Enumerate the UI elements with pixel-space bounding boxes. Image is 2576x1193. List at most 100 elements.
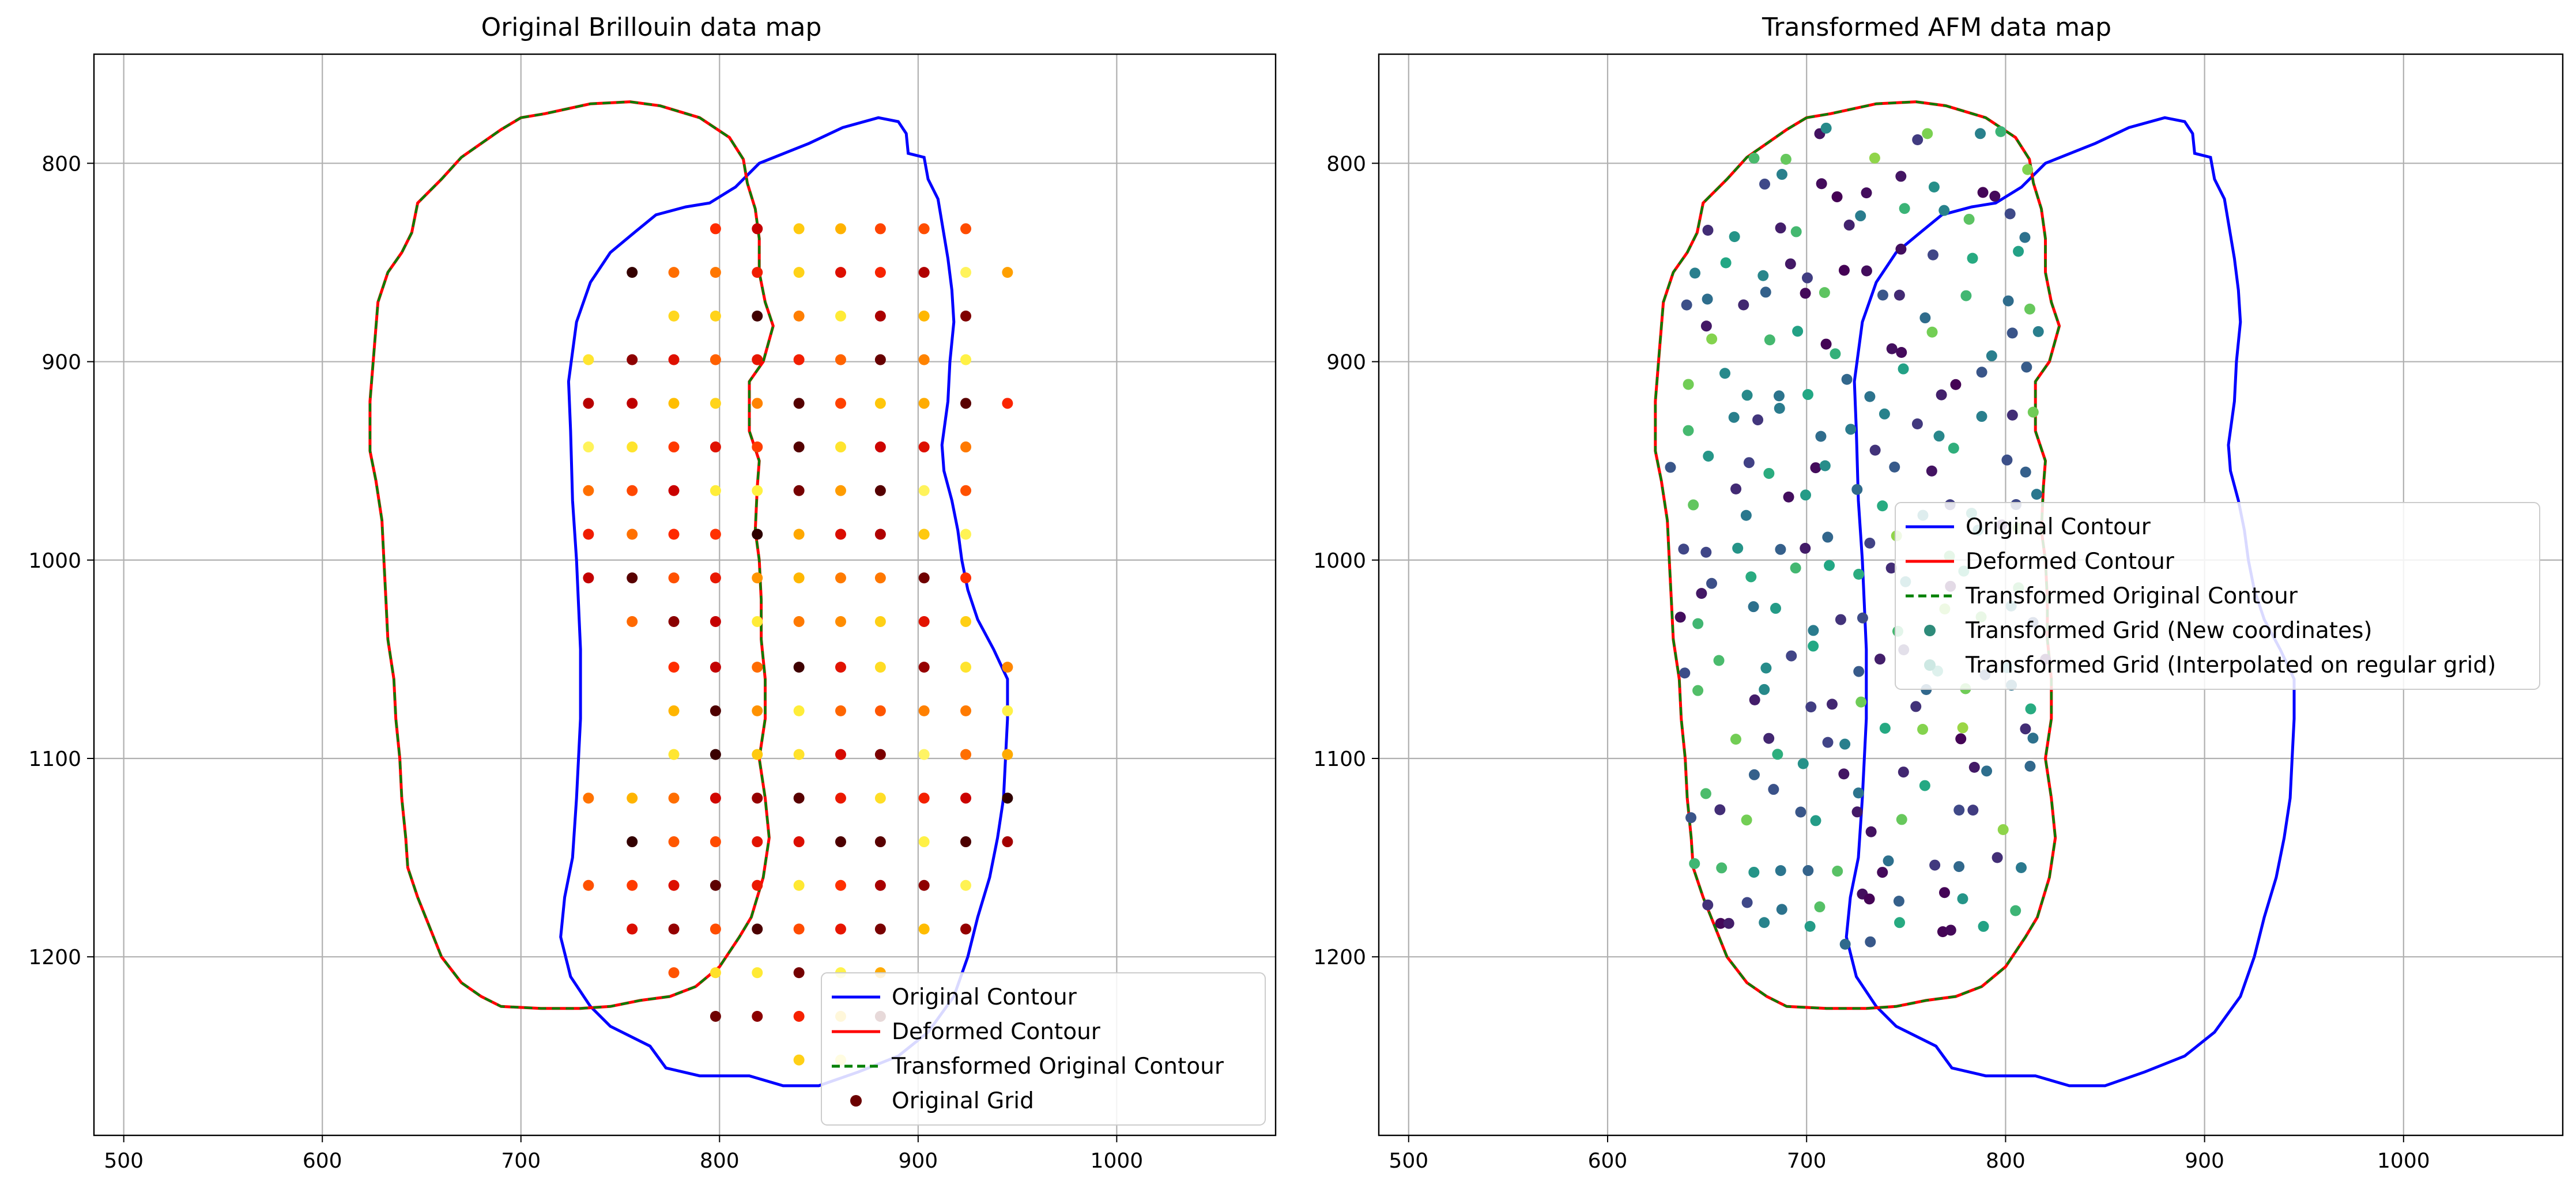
transformed-grid-point bbox=[1922, 128, 1933, 139]
original-grid-point bbox=[710, 879, 721, 891]
transformed-grid-point bbox=[1919, 780, 1930, 791]
axes-frame bbox=[1378, 53, 2564, 1137]
original-grid-point bbox=[1002, 792, 1013, 804]
original-grid-point bbox=[668, 879, 680, 891]
original-grid-point bbox=[874, 792, 886, 804]
transformed-grid-point bbox=[1802, 389, 1813, 401]
transformed-grid-point bbox=[1759, 178, 1770, 190]
transformed-grid-point bbox=[1911, 418, 1923, 429]
original-grid-point bbox=[960, 836, 972, 848]
transformed-grid-point bbox=[1775, 222, 1786, 234]
original-grid-point bbox=[1002, 836, 1013, 848]
transformed-grid-point bbox=[1808, 640, 1819, 652]
original-grid-point bbox=[874, 267, 886, 278]
original-grid-point bbox=[874, 398, 886, 409]
x-tick-label: 1000 bbox=[2377, 1149, 2430, 1173]
original-grid-point bbox=[835, 354, 846, 365]
transformed-grid-point bbox=[1995, 126, 2007, 137]
transformed-grid-point bbox=[1981, 765, 1993, 777]
transformed-grid-point bbox=[1776, 904, 1787, 915]
transformed-grid-point bbox=[1865, 826, 1877, 837]
transformed-grid-point bbox=[1745, 571, 1757, 583]
transformed-grid-point bbox=[1679, 667, 1691, 679]
original-grid-point bbox=[793, 398, 805, 409]
original-grid-point bbox=[874, 441, 886, 453]
original-grid-point bbox=[627, 792, 638, 804]
transformed-grid-point bbox=[1795, 806, 1806, 818]
transformed-grid-point bbox=[1820, 338, 1832, 350]
transformed-grid-point bbox=[1926, 326, 1938, 338]
transformed-grid-point bbox=[1760, 662, 1772, 674]
transformed-grid-point bbox=[1826, 699, 1838, 710]
transformed-grid-point bbox=[1757, 270, 1769, 281]
transformed-grid-point bbox=[1702, 225, 1714, 236]
original-grid-point bbox=[874, 616, 886, 627]
original-grid-point bbox=[918, 836, 930, 848]
transformed-grid-point bbox=[1986, 350, 1997, 361]
transformed-grid-point bbox=[1910, 701, 1922, 712]
transformed-grid-point bbox=[2007, 327, 2018, 339]
transformed-grid-point bbox=[2027, 733, 2039, 744]
transformed-grid-point bbox=[1832, 866, 1843, 877]
transformed-original-contour bbox=[368, 100, 775, 1010]
original-grid-point bbox=[710, 836, 721, 848]
transformed-grid-point bbox=[2010, 905, 2021, 916]
x-tick-label: 900 bbox=[2185, 1149, 2224, 1173]
transformed-grid-point bbox=[1845, 424, 1857, 435]
transformed-grid-point bbox=[1800, 288, 1811, 299]
transformed-grid-point bbox=[1889, 461, 1900, 473]
y-tick-label: 1000 bbox=[28, 549, 81, 573]
y-tick-label: 800 bbox=[42, 152, 81, 176]
original-grid-point bbox=[627, 354, 638, 365]
original-grid-point bbox=[583, 441, 594, 453]
original-grid-point bbox=[752, 705, 763, 716]
transformed-grid-point bbox=[1816, 178, 1827, 190]
transformed-grid-point bbox=[1864, 391, 1876, 402]
transformed-grid-point bbox=[1706, 333, 1718, 345]
plot-area bbox=[1654, 100, 2296, 1088]
original-grid-point bbox=[752, 572, 763, 584]
original-grid-point bbox=[668, 836, 680, 848]
original-grid-point bbox=[874, 310, 886, 322]
transformed-grid-point bbox=[1865, 936, 1876, 947]
original-grid-point bbox=[710, 267, 721, 278]
transformed-grid-point bbox=[1899, 203, 1910, 214]
legend-label: Transformed Grid (New coordinates) bbox=[1965, 618, 2373, 644]
transformed-grid-point bbox=[1838, 265, 1850, 276]
original-grid-point bbox=[960, 749, 972, 760]
transformed-grid-point bbox=[1772, 749, 1783, 760]
transformed-grid-point bbox=[1773, 390, 1785, 402]
original-grid-point bbox=[710, 792, 721, 804]
transformed-grid-point bbox=[1977, 187, 1989, 198]
transformed-grid-point bbox=[1976, 367, 1987, 378]
original-grid-point bbox=[874, 923, 886, 935]
original-grid-point bbox=[668, 441, 680, 453]
transformed-grid-point bbox=[1801, 272, 1813, 284]
transformed-original-contour bbox=[1654, 100, 2061, 1010]
original-grid-point bbox=[668, 398, 680, 409]
original-grid-point bbox=[627, 616, 638, 627]
transformed-grid-point bbox=[1822, 531, 1834, 543]
original-grid-point bbox=[1002, 398, 1013, 409]
transformed-grid-point bbox=[1738, 299, 1749, 311]
original-grid-point bbox=[918, 616, 930, 627]
transformed-grid-point bbox=[2019, 232, 2031, 243]
original-grid-point bbox=[752, 1010, 763, 1022]
original-grid-point bbox=[918, 441, 930, 453]
transformed-grid-point bbox=[1805, 701, 1817, 713]
transformed-grid-point bbox=[1953, 861, 1965, 873]
transformed-grid-point bbox=[1748, 866, 1760, 878]
transformed-grid-point bbox=[1992, 852, 2003, 863]
transformed-grid-point bbox=[2022, 164, 2034, 175]
legend-marker-swatch bbox=[850, 1095, 862, 1107]
transformed-grid-point bbox=[1702, 899, 1714, 911]
transformed-grid-point bbox=[1770, 603, 1782, 614]
original-grid-point bbox=[710, 662, 721, 673]
original-grid-point bbox=[918, 792, 930, 804]
y-tick-label: 1000 bbox=[1313, 549, 1366, 573]
original-grid-point bbox=[960, 879, 972, 891]
transformed-grid-point bbox=[1683, 379, 1694, 390]
x-tick-label: 500 bbox=[104, 1149, 144, 1173]
transformed-grid-point bbox=[1814, 901, 1826, 913]
original-grid-point bbox=[835, 923, 846, 935]
